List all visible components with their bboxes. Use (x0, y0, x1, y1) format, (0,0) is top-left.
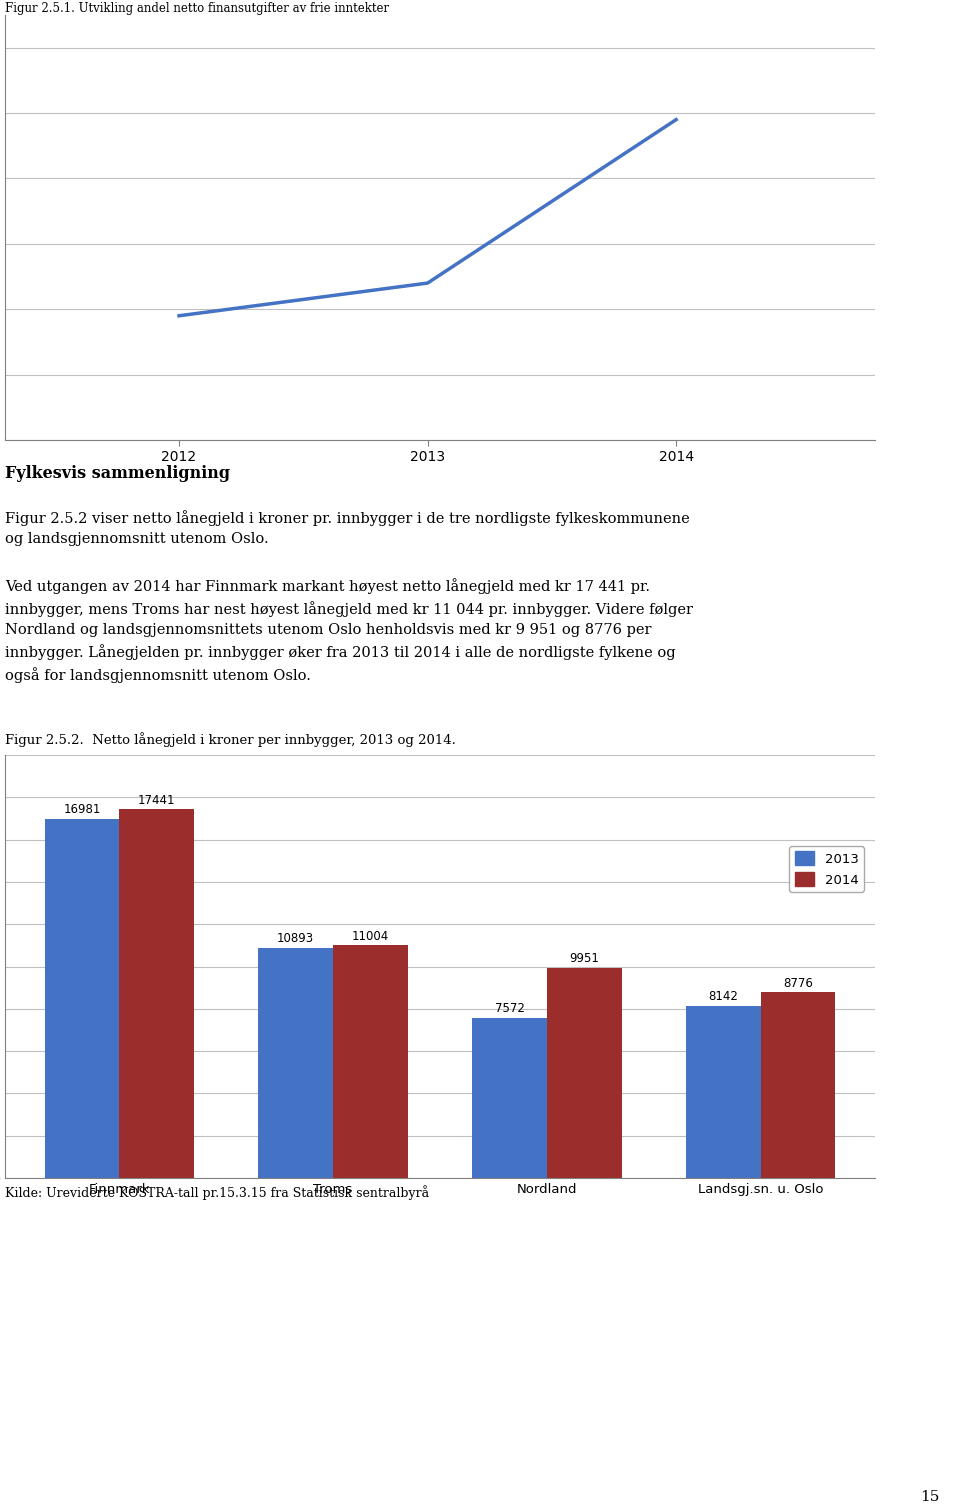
Text: 8142: 8142 (708, 990, 738, 1003)
Text: Figur 2.5.1. Utvikling andel netto finansutgifter av frie inntekter: Figur 2.5.1. Utvikling andel netto finan… (5, 2, 389, 15)
Text: 10893: 10893 (277, 933, 314, 945)
Bar (258, 948, 333, 1179)
Text: Figur 2.5.2 viser netto lånegjeld i kroner pr. innbygger i de tre nordligste fyl: Figur 2.5.2 viser netto lånegjeld i kron… (5, 510, 689, 546)
Text: 11004: 11004 (352, 930, 389, 943)
Text: 8776: 8776 (783, 976, 813, 990)
Bar (44, 819, 119, 1179)
Text: Fylkesvis sammenligning: Fylkesvis sammenligning (5, 465, 230, 481)
Text: 7572: 7572 (494, 1002, 524, 1016)
Bar (760, 993, 835, 1179)
Bar (119, 809, 194, 1179)
Text: Kilde: Ureviderte KOSTRA-tall pr.15.3.15 fra Statistisk sentralbyrå: Kilde: Ureviderte KOSTRA-tall pr.15.3.15… (5, 1185, 429, 1200)
Text: 16981: 16981 (63, 803, 101, 816)
Text: 15: 15 (921, 1489, 940, 1504)
Text: 17441: 17441 (138, 794, 176, 807)
Text: 9951: 9951 (569, 952, 599, 964)
Text: Figur 2.5.2.  Netto lånegjeld i kroner per innbygger, 2013 og 2014.: Figur 2.5.2. Netto lånegjeld i kroner pe… (5, 732, 456, 747)
Bar (472, 1019, 547, 1179)
Text: Ved utgangen av 2014 har Finnmark markant høyest netto lånegjeld med kr 17 441 p: Ved utgangen av 2014 har Finnmark markan… (5, 578, 693, 682)
Bar (333, 945, 408, 1179)
Bar (685, 1007, 760, 1179)
Bar (547, 967, 622, 1179)
Legend: 2013, 2014: 2013, 2014 (789, 847, 864, 892)
